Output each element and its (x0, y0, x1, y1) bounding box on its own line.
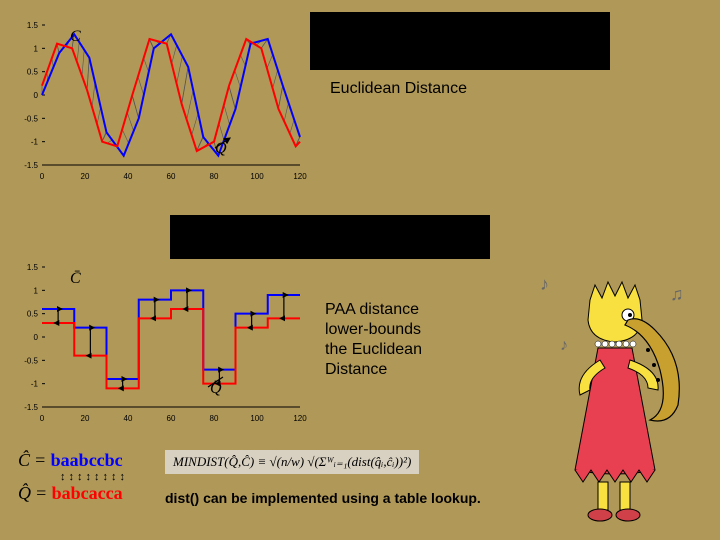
svg-text:0: 0 (40, 172, 45, 181)
svg-text:1.5: 1.5 (27, 21, 39, 30)
svg-text:40: 40 (124, 172, 133, 181)
symbolic-q-row: Q̂ = babcacca (18, 483, 128, 504)
chart2-svg: -1.5 -1 -0.5 0 0.5 1 1.5 0 20 40 60 80 100 120 (20, 262, 310, 432)
chart2-c-label: C̄ (70, 270, 81, 288)
svg-text:-1: -1 (31, 380, 39, 389)
svg-text:♪: ♪ (560, 337, 568, 354)
chart1-c-label: C (70, 28, 81, 46)
symbolic-arrows: ↕↕↕↕↕↕↕↕ (60, 471, 128, 483)
svg-text:120: 120 (293, 414, 307, 423)
svg-text:-1.5: -1.5 (24, 403, 38, 412)
svg-text:80: 80 (210, 172, 219, 181)
q-hat-value: babcacca (52, 483, 123, 503)
c-hat-value: baabccbc (51, 450, 123, 470)
c-hat-label: Ĉ (18, 450, 30, 470)
chart1-q-label: Q (215, 140, 227, 158)
svg-text:60: 60 (167, 172, 176, 181)
symbolic-c-row: Ĉ = baabccbc (18, 450, 128, 471)
svg-text:80: 80 (210, 414, 219, 423)
mindist-formula: MINDIST(Q̂,Ĉ) ≡ √(n/w) √(Σᵂᵢ₌₁(dist(q̂ᵢ,… (165, 450, 419, 474)
svg-text:40: 40 (124, 414, 133, 423)
svg-text:♫: ♫ (670, 284, 684, 304)
cartoon-figure: ♪ ♫ ♪ (520, 260, 710, 530)
paa-line3: the Euclidean (325, 340, 422, 360)
blackbox-1 (310, 12, 610, 70)
svg-text:-1: -1 (31, 138, 39, 147)
chart-paa: -1.5-1-0.500.511.5020406080100120 (20, 262, 310, 412)
svg-text:0.5: 0.5 (27, 310, 39, 319)
svg-text:100: 100 (250, 414, 264, 423)
blackbox-2 (170, 215, 490, 259)
paa-annotation: PAA distance lower-bounds the Euclidean … (325, 300, 422, 380)
svg-text:-0.5: -0.5 (24, 114, 38, 123)
svg-text:20: 20 (81, 414, 90, 423)
svg-text:0: 0 (40, 414, 45, 423)
svg-text:0: 0 (34, 333, 39, 342)
paa-line2: lower-bounds (325, 320, 422, 340)
svg-text:-1.5: -1.5 (24, 161, 38, 170)
svg-text:♪: ♪ (540, 274, 549, 294)
svg-text:1: 1 (34, 286, 39, 295)
chart1-svg: -1.5 -1 -0.5 0 0.5 1 1.5 0 20 40 60 80 100 120 (20, 20, 310, 190)
cartoon-svg: ♪ ♫ ♪ (520, 260, 710, 530)
euclidean-distance-label: Euclidean Distance (330, 80, 467, 98)
q-equals: = (35, 483, 52, 503)
svg-text:-0.5: -0.5 (24, 356, 38, 365)
svg-text:0: 0 (34, 91, 39, 100)
chart-euclidean: -1.5-1-0.500.511.5020406080100120 (20, 20, 310, 170)
paa-line1: PAA distance (325, 300, 422, 320)
svg-text:1: 1 (34, 44, 39, 53)
symbolic-block: Ĉ = baabccbc ↕↕↕↕↕↕↕↕ Q̂ = babcacca (18, 450, 128, 504)
paa-line4: Distance (325, 360, 422, 380)
chart2-q-label: Q̄ (210, 380, 222, 398)
svg-text:120: 120 (293, 172, 307, 181)
svg-text:1.5: 1.5 (27, 263, 39, 272)
c-equals: = (34, 450, 51, 470)
svg-text:20: 20 (81, 172, 90, 181)
svg-text:100: 100 (250, 172, 264, 181)
q-hat-label: Q̂ (18, 483, 31, 503)
svg-text:60: 60 (167, 414, 176, 423)
svg-text:0.5: 0.5 (27, 68, 39, 77)
footer-text: dist() can be implemented using a table … (165, 490, 485, 506)
